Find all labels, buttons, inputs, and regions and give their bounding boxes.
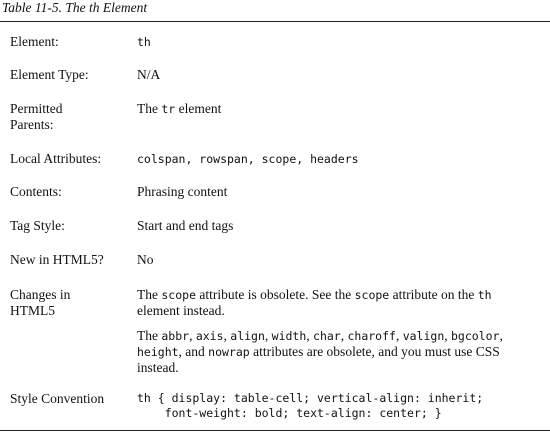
code: height (137, 345, 179, 359)
code: char (313, 329, 341, 343)
code: axis (195, 329, 224, 343)
paragraph: The scope attribute is obsolete. See the… (137, 287, 537, 319)
text: Phrasing content (137, 184, 228, 199)
code-block: th { display: table-cell; vertical-align… (137, 391, 484, 420)
code: th (137, 35, 151, 49)
label: New in HTML5? (10, 252, 104, 267)
text: element (175, 101, 222, 116)
text: , (264, 328, 272, 343)
value: The tr element (137, 101, 537, 117)
label: Permitted Parents: (10, 101, 63, 132)
code: tr (161, 102, 176, 116)
code: scope (354, 288, 390, 302)
value: Phrasing content (137, 184, 537, 200)
code: nowrap (208, 345, 250, 359)
label: Tag Style: (10, 218, 65, 233)
label: Contents: (10, 184, 62, 199)
label: Local Attributes: (10, 151, 102, 166)
code: charoff (347, 329, 396, 343)
text: attributes are obsolete, and you must us… (137, 344, 500, 375)
text: attribute is obsolete. See the (196, 287, 355, 302)
paragraph: The abbr, axis, align, width, char, char… (137, 328, 537, 376)
rule (0, 21, 550, 22)
rule (0, 430, 550, 431)
code: valign (402, 329, 445, 343)
text: , and (178, 344, 209, 359)
text: , (306, 328, 314, 343)
code: abbr (161, 329, 190, 343)
text: , (499, 328, 503, 343)
label: Style Convention (10, 391, 105, 406)
value: N/A (137, 67, 537, 83)
label: Element Type: (10, 67, 89, 82)
text: The (137, 287, 162, 302)
value: th (137, 34, 537, 50)
text: , (395, 328, 403, 343)
code: th (477, 288, 492, 302)
text: N/A (137, 67, 161, 82)
text: No (137, 252, 154, 267)
caption: Table 11-5. The th Element (2, 0, 148, 15)
code: scope (161, 288, 196, 302)
value: The scope attribute is obsolete. See the… (137, 287, 537, 385)
text: element instead. (137, 303, 225, 318)
text: , (444, 328, 451, 343)
code: align (230, 329, 265, 343)
label: Element: (10, 34, 59, 49)
code: bgcolor (451, 329, 500, 343)
value: colspan, rowspan, scope, headers (137, 151, 537, 167)
value: No (137, 252, 537, 268)
value: Start and end tags (137, 218, 537, 234)
text: Start and end tags (137, 218, 234, 233)
text: , (340, 328, 348, 343)
code: colspan, rowspan, scope, headers (137, 152, 359, 166)
text: The (137, 328, 162, 343)
text: , (189, 328, 196, 343)
text: attribute on the (389, 287, 478, 302)
code: width (271, 329, 307, 343)
text: , (223, 328, 231, 343)
label: Changes in HTML5 (10, 287, 71, 318)
text: The (137, 101, 162, 116)
value: th { display: table-cell; vertical-align… (137, 391, 537, 421)
